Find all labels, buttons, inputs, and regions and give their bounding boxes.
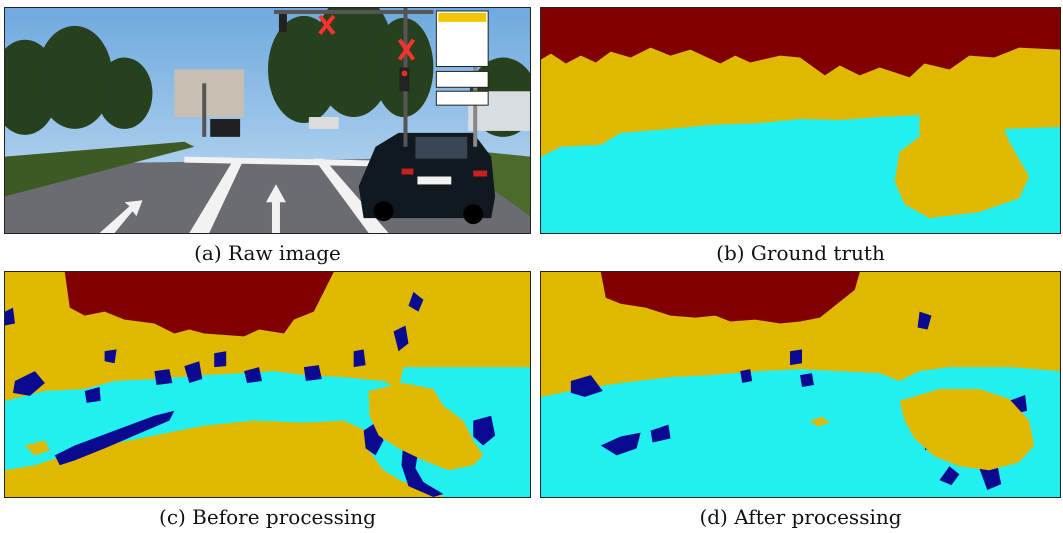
caption-ground-truth: (b) Ground truth [716, 241, 885, 265]
sky-region [541, 8, 1060, 78]
caption-before-processing: (c) Before processing [159, 505, 376, 529]
car [358, 132, 496, 225]
ground-truth-panel [540, 7, 1061, 234]
building [174, 69, 245, 118]
background-blob [24, 383, 484, 471]
distant-vehicle [210, 119, 241, 137]
caption-after-processing: (d) After processing [699, 505, 902, 529]
traffic-lights [202, 8, 434, 147]
raw-image-panel [4, 7, 531, 234]
caption-raw-image: (a) Raw image [194, 241, 341, 265]
after-processing-panel [540, 271, 1061, 498]
background-blob [809, 388, 1035, 471]
sky-region [64, 272, 334, 337]
road-region [541, 115, 1060, 233]
before-processing-segmentation [5, 272, 530, 497]
before-processing-panel [4, 271, 531, 498]
distant-car [308, 117, 339, 129]
ground-truth-segmentation [541, 8, 1060, 233]
grass-left [5, 141, 195, 197]
license-plate [417, 176, 452, 185]
street-scene-photo [5, 8, 530, 233]
after-processing-segmentation [541, 272, 1060, 497]
signpost [435, 10, 489, 147]
sky-region [600, 272, 860, 324]
